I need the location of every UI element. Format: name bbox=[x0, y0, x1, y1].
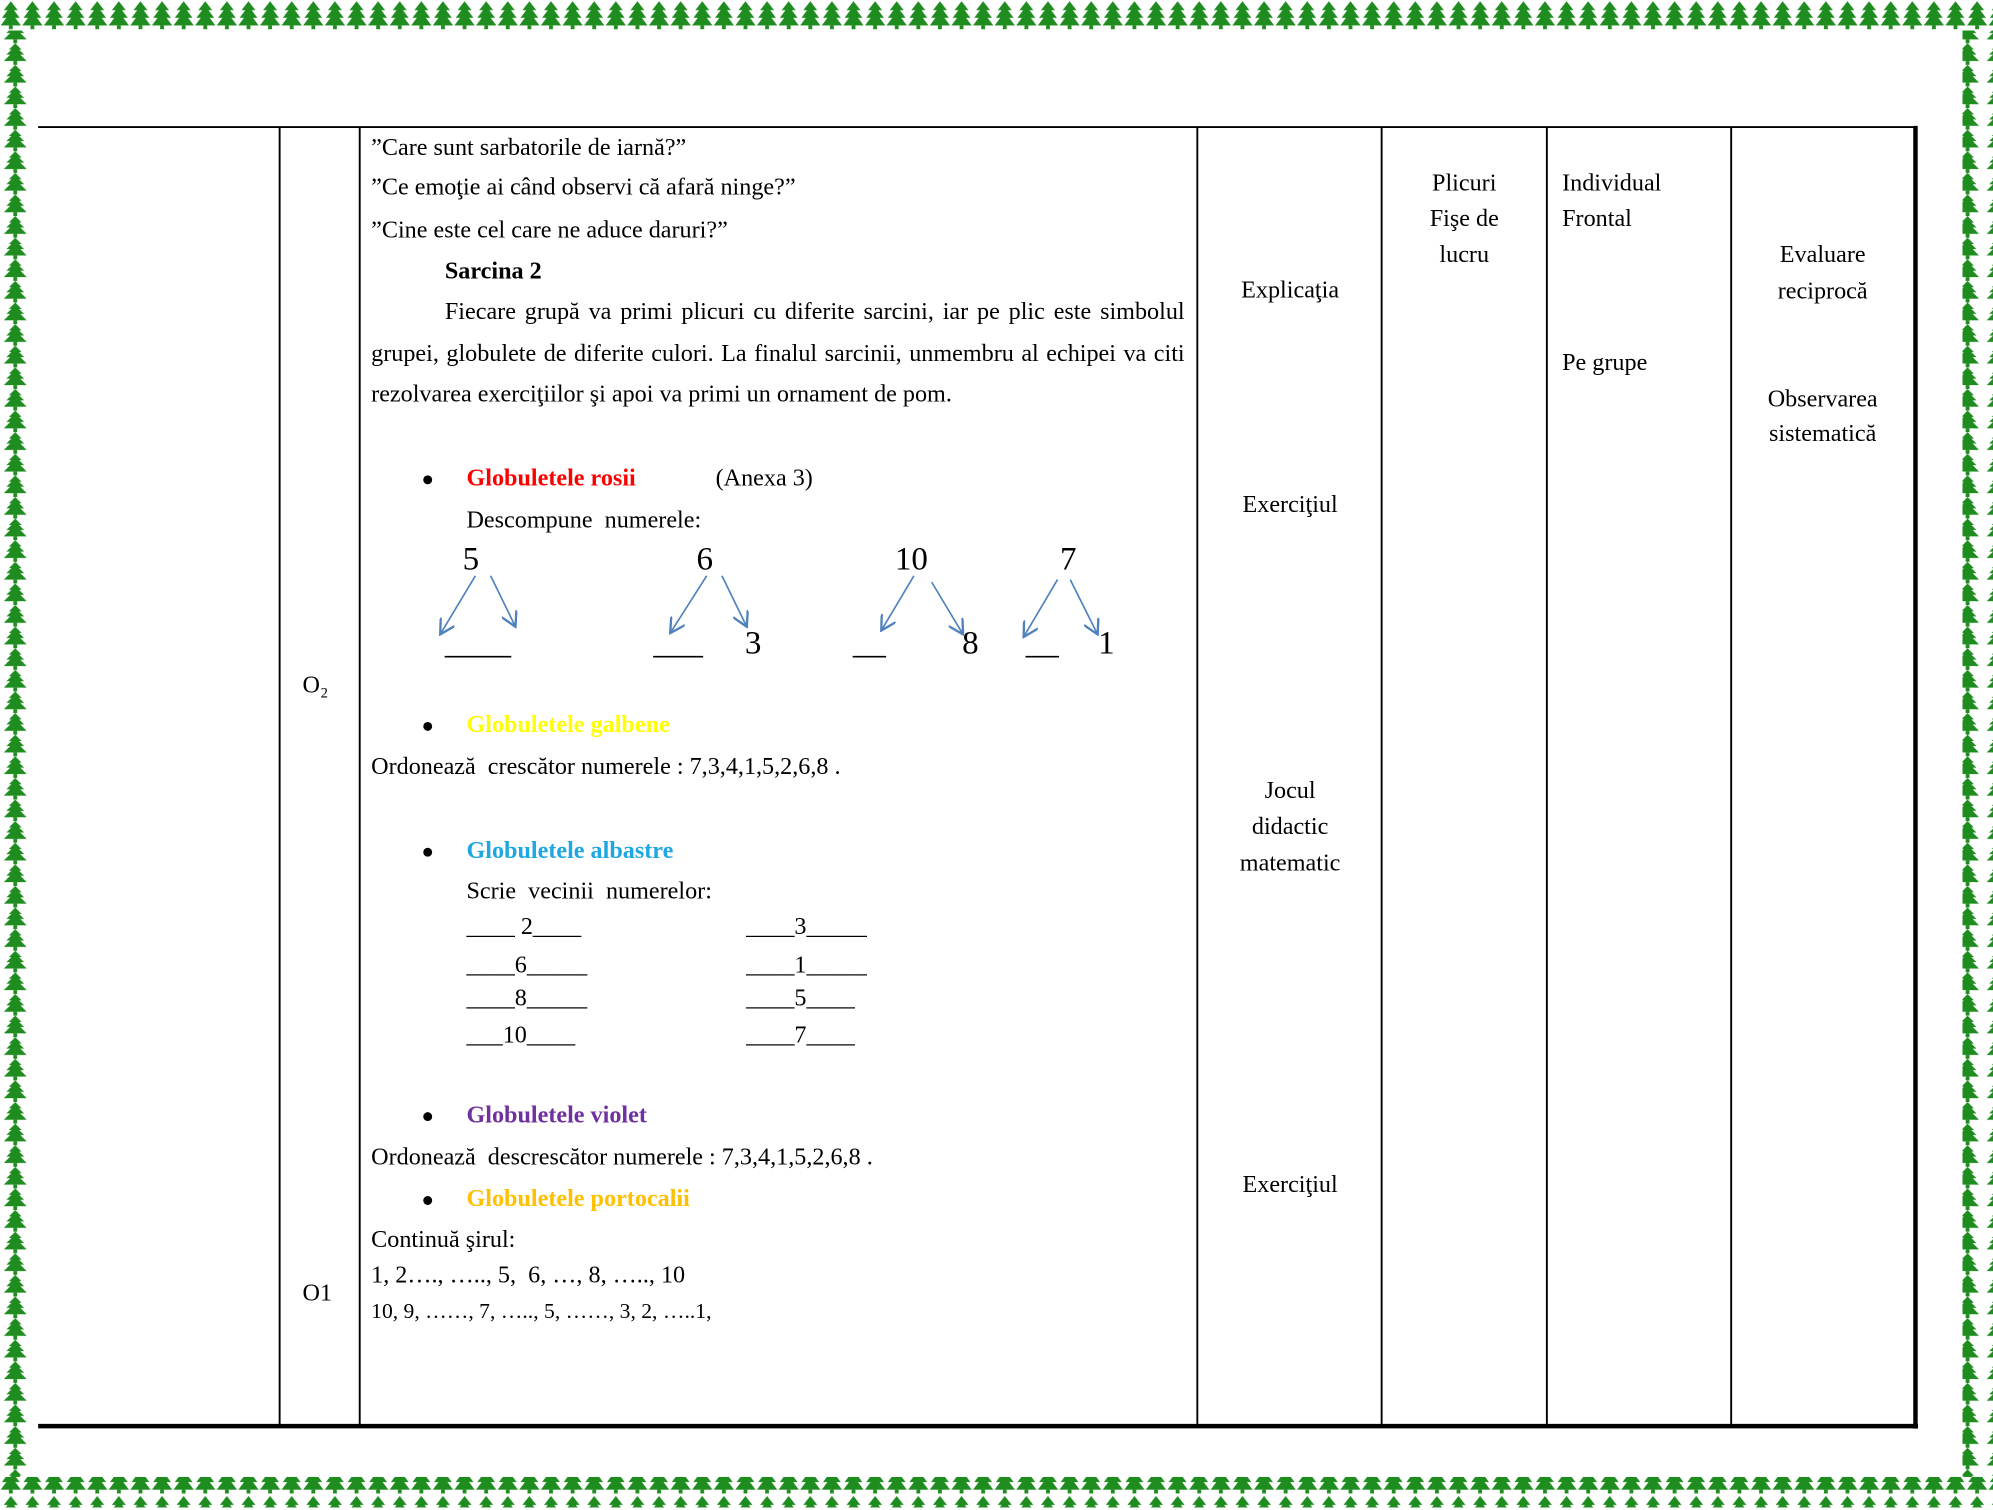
evaluation: Evaluare bbox=[1779, 241, 1866, 269]
neighbors: ____ 2____ bbox=[466, 913, 582, 941]
bullet bbox=[423, 721, 433, 731]
neighbors: ___10____ bbox=[466, 1021, 576, 1049]
resource: Fişe de bbox=[1429, 205, 1499, 233]
task-text: Fiecare grupă va primi plicuri cu diferi… bbox=[371, 298, 1185, 409]
blank: ____ bbox=[444, 624, 511, 661]
method: matematic bbox=[1239, 850, 1341, 878]
resource: Plicuri bbox=[1432, 170, 1497, 198]
instruction: Scrie vecinii numerelor: bbox=[466, 878, 712, 905]
objective: O1 bbox=[302, 1279, 333, 1307]
resource: lucru bbox=[1439, 241, 1490, 269]
item-note: (Anexa 3) bbox=[715, 465, 813, 492]
instruction: Ordonează descrescător numerele : 7,3,4,… bbox=[371, 1143, 873, 1171]
blank: ___ bbox=[653, 624, 703, 661]
method: Explicaţia bbox=[1241, 277, 1340, 304]
number: 8 bbox=[962, 624, 979, 661]
question: ”Ce emoţie ai când observi că afară ning… bbox=[371, 174, 796, 201]
number: 10 bbox=[894, 540, 928, 578]
form: Pe grupe bbox=[1562, 349, 1648, 377]
item-title: Globuletele rosii bbox=[466, 465, 636, 492]
instruction: Ordonează crescător numerele : 7,3,4,1,5… bbox=[371, 753, 841, 781]
question: ”Cine este cel care ne aduce daruri?” bbox=[371, 217, 728, 245]
tree-border-top bbox=[0, 0, 1993, 31]
decomposition-arrows bbox=[441, 575, 1097, 636]
neighbors: ____1_____ bbox=[746, 952, 867, 979]
number: 5 bbox=[462, 540, 480, 578]
question: ”Care sunt sarbatorile de iarnă?” bbox=[371, 134, 687, 162]
method: didactic bbox=[1251, 813, 1329, 841]
instruction: Descompune numerele: bbox=[466, 507, 702, 534]
method: Jocul bbox=[1264, 777, 1316, 805]
number: 7 bbox=[1060, 540, 1077, 578]
item-title: Globuletele galbene bbox=[466, 711, 670, 739]
neighbors: ____6_____ bbox=[466, 952, 588, 979]
neighbors: ____8_____ bbox=[466, 985, 588, 1012]
evaluation: Observarea bbox=[1767, 386, 1878, 414]
tree-border-left bbox=[0, 30, 31, 1477]
blank: __ bbox=[1025, 624, 1059, 661]
bullet bbox=[423, 847, 433, 857]
tree-border-bottom bbox=[0, 1476, 1993, 1508]
sequence: 1, 2…., ….., 5, 6, …, 8, ….., 10 bbox=[371, 1262, 686, 1289]
number: 3 bbox=[744, 624, 762, 661]
method: Exerciţiul bbox=[1242, 491, 1338, 519]
number: 1 bbox=[1098, 624, 1115, 661]
neighbors: ____3_____ bbox=[746, 913, 867, 941]
task-title: Sarcina 2 bbox=[444, 258, 542, 285]
bullet bbox=[423, 1196, 433, 1205]
tree-border-right bbox=[1962, 30, 1993, 1477]
blank: __ bbox=[852, 624, 886, 661]
evaluation: reciprocă bbox=[1777, 278, 1868, 306]
neighbors: ____7____ bbox=[746, 1021, 855, 1049]
method: Exerciţiul bbox=[1242, 1171, 1338, 1199]
form: Frontal bbox=[1562, 205, 1632, 233]
objective: O₂ bbox=[302, 672, 329, 700]
form: Individual bbox=[1562, 170, 1662, 198]
evaluation: sistematică bbox=[1769, 420, 1877, 448]
table-lines bbox=[38, 126, 1916, 1427]
item-title: Globuletele portocalii bbox=[466, 1185, 690, 1213]
sequence: 10, 9, ……, 7, ….., 5, ……, 3, 2, …..1, bbox=[371, 1299, 712, 1324]
item-title: Globuletele violet bbox=[466, 1101, 647, 1129]
instruction: Continuă şirul: bbox=[371, 1226, 516, 1254]
bullet bbox=[423, 1112, 433, 1122]
neighbors: ____5____ bbox=[746, 985, 855, 1012]
number: 6 bbox=[696, 540, 714, 578]
bullet bbox=[423, 475, 433, 485]
item-title: Globuletele albastre bbox=[466, 837, 674, 865]
